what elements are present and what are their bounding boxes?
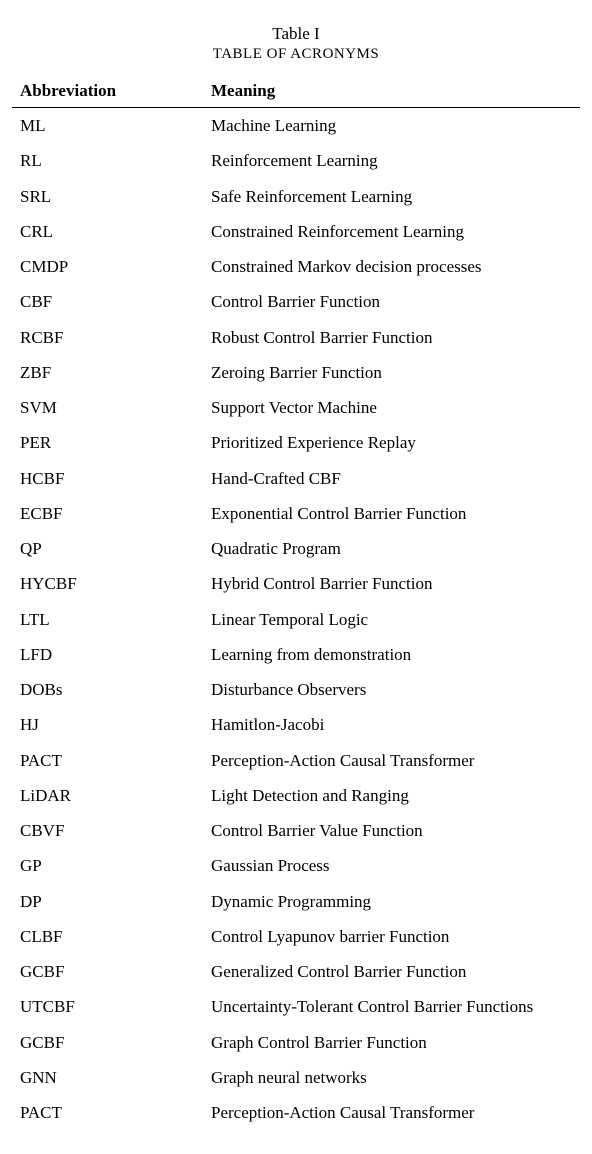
cell-meaning: Generalized Control Barrier Function: [203, 954, 580, 989]
cell-meaning: Machine Learning: [203, 108, 580, 144]
cell-abbreviation: CBF: [12, 284, 203, 319]
table-row: CBVFControl Barrier Value Function: [12, 813, 580, 848]
cell-meaning: Learning from demonstration: [203, 637, 580, 672]
cell-meaning: Control Lyapunov barrier Function: [203, 919, 580, 954]
cell-meaning: Hybrid Control Barrier Function: [203, 566, 580, 601]
table-row: SVMSupport Vector Machine: [12, 390, 580, 425]
cell-abbreviation: SRL: [12, 179, 203, 214]
table-row: MLMachine Learning: [12, 108, 580, 144]
acronyms-table: Abbreviation Meaning MLMachine LearningR…: [12, 75, 580, 1130]
cell-meaning: Graph Control Barrier Function: [203, 1025, 580, 1060]
cell-abbreviation: HJ: [12, 707, 203, 742]
cell-meaning: Support Vector Machine: [203, 390, 580, 425]
cell-abbreviation: GCBF: [12, 954, 203, 989]
table-row: QPQuadratic Program: [12, 531, 580, 566]
table-row: UTCBFUncertainty-Tolerant Control Barrie…: [12, 989, 580, 1024]
table-row: DPDynamic Programming: [12, 884, 580, 919]
table-row: GPGaussian Process: [12, 848, 580, 883]
table-row: RCBFRobust Control Barrier Function: [12, 320, 580, 355]
cell-abbreviation: CRL: [12, 214, 203, 249]
cell-abbreviation: HYCBF: [12, 566, 203, 601]
cell-meaning: Reinforcement Learning: [203, 143, 580, 178]
cell-meaning: Quadratic Program: [203, 531, 580, 566]
cell-meaning: Control Barrier Function: [203, 284, 580, 319]
cell-meaning: Perception-Action Causal Transformer: [203, 1095, 580, 1130]
table-row: GCBFGeneralized Control Barrier Function: [12, 954, 580, 989]
cell-meaning: Linear Temporal Logic: [203, 602, 580, 637]
cell-abbreviation: ECBF: [12, 496, 203, 531]
cell-meaning: Uncertainty-Tolerant Control Barrier Fun…: [203, 989, 580, 1024]
table-row: RLReinforcement Learning: [12, 143, 580, 178]
table-row: CRLConstrained Reinforcement Learning: [12, 214, 580, 249]
cell-meaning: Constrained Markov decision processes: [203, 249, 580, 284]
table-row: HJHamitlon-Jacobi: [12, 707, 580, 742]
cell-meaning: Safe Reinforcement Learning: [203, 179, 580, 214]
cell-abbreviation: CBVF: [12, 813, 203, 848]
cell-abbreviation: CMDP: [12, 249, 203, 284]
cell-abbreviation: PER: [12, 425, 203, 460]
table-row: GNNGraph neural networks: [12, 1060, 580, 1095]
cell-meaning: Exponential Control Barrier Function: [203, 496, 580, 531]
cell-meaning: Dynamic Programming: [203, 884, 580, 919]
cell-meaning: Zeroing Barrier Function: [203, 355, 580, 390]
cell-abbreviation: SVM: [12, 390, 203, 425]
cell-abbreviation: UTCBF: [12, 989, 203, 1024]
cell-abbreviation: RCBF: [12, 320, 203, 355]
table-row: ZBFZeroing Barrier Function: [12, 355, 580, 390]
cell-abbreviation: PACT: [12, 1095, 203, 1130]
header-abbreviation: Abbreviation: [12, 75, 203, 108]
cell-meaning: Prioritized Experience Replay: [203, 425, 580, 460]
cell-meaning: Robust Control Barrier Function: [203, 320, 580, 355]
cell-abbreviation: GCBF: [12, 1025, 203, 1060]
table-row: CMDPConstrained Markov decision processe…: [12, 249, 580, 284]
table-row: LiDARLight Detection and Ranging: [12, 778, 580, 813]
cell-abbreviation: CLBF: [12, 919, 203, 954]
cell-meaning: Gaussian Process: [203, 848, 580, 883]
table-row: CLBFControl Lyapunov barrier Function: [12, 919, 580, 954]
cell-abbreviation: RL: [12, 143, 203, 178]
cell-abbreviation: LFD: [12, 637, 203, 672]
table-row: CBFControl Barrier Function: [12, 284, 580, 319]
table-header-row: Abbreviation Meaning: [12, 75, 580, 108]
table-row: PACTPerception-Action Causal Transformer: [12, 1095, 580, 1130]
cell-meaning: Perception-Action Causal Transformer: [203, 743, 580, 778]
table-row: PACTPerception-Action Causal Transformer: [12, 743, 580, 778]
table-row: GCBFGraph Control Barrier Function: [12, 1025, 580, 1060]
table-row: SRLSafe Reinforcement Learning: [12, 179, 580, 214]
cell-meaning: Light Detection and Ranging: [203, 778, 580, 813]
cell-abbreviation: PACT: [12, 743, 203, 778]
cell-abbreviation: DP: [12, 884, 203, 919]
cell-meaning: Disturbance Observers: [203, 672, 580, 707]
table-row: DOBsDisturbance Observers: [12, 672, 580, 707]
cell-abbreviation: ML: [12, 108, 203, 144]
cell-meaning: Hamitlon-Jacobi: [203, 707, 580, 742]
cell-abbreviation: DOBs: [12, 672, 203, 707]
cell-abbreviation: ZBF: [12, 355, 203, 390]
table-row: PERPrioritized Experience Replay: [12, 425, 580, 460]
table-row: ECBFExponential Control Barrier Function: [12, 496, 580, 531]
table-row: HYCBFHybrid Control Barrier Function: [12, 566, 580, 601]
cell-abbreviation: LTL: [12, 602, 203, 637]
cell-meaning: Constrained Reinforcement Learning: [203, 214, 580, 249]
cell-abbreviation: LiDAR: [12, 778, 203, 813]
cell-abbreviation: GP: [12, 848, 203, 883]
cell-abbreviation: HCBF: [12, 461, 203, 496]
table-row: LFDLearning from demonstration: [12, 637, 580, 672]
table-row: HCBFHand-Crafted CBF: [12, 461, 580, 496]
cell-meaning: Hand-Crafted CBF: [203, 461, 580, 496]
cell-abbreviation: GNN: [12, 1060, 203, 1095]
table-label: Table I: [12, 24, 580, 44]
header-meaning: Meaning: [203, 75, 580, 108]
table-row: LTLLinear Temporal Logic: [12, 602, 580, 637]
table-caption: TABLE OF ACRONYMS: [12, 46, 580, 63]
cell-abbreviation: QP: [12, 531, 203, 566]
cell-meaning: Control Barrier Value Function: [203, 813, 580, 848]
cell-meaning: Graph neural networks: [203, 1060, 580, 1095]
